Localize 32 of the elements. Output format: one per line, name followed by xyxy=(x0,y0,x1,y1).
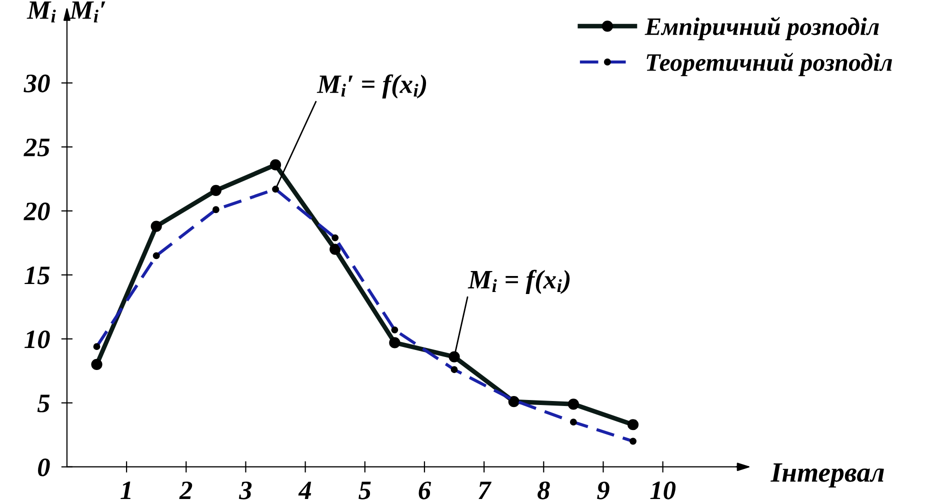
y-tick-label: 25 xyxy=(24,138,50,156)
x-tick-label: 9 xyxy=(597,482,610,500)
x-axis-title: Інтервал xyxy=(770,463,884,488)
x-tick-label: 7 xyxy=(478,482,492,500)
y-tick-label: 0 xyxy=(38,458,50,476)
x-tick-label: 10 xyxy=(650,482,676,500)
x-tick-label: 6 xyxy=(418,482,432,500)
y-tick-label: 5 xyxy=(37,394,50,412)
annotation: M$_{i}$ = f(x$_{i}$) xyxy=(468,270,570,294)
x-tick-label: 3 xyxy=(238,482,252,500)
legend-label: Теоретичний розподіл xyxy=(646,52,892,76)
x-tick-label: 2 xyxy=(179,482,192,500)
y-tick-label: 20 xyxy=(24,202,50,220)
y-axis-title: M$_{i}$ M$_{i}$′ xyxy=(26,1,106,22)
point xyxy=(91,358,102,370)
annotation: M$_{i}$′ = f(x$_{i}$) xyxy=(316,74,426,99)
x-tick-label: 4 xyxy=(298,482,312,500)
y-tick-label: 15 xyxy=(24,266,50,284)
point xyxy=(448,351,460,362)
point xyxy=(627,419,639,430)
legend-label: Емпіричний розподіл xyxy=(644,16,879,40)
point xyxy=(270,159,282,170)
x-tick-label: 1 xyxy=(120,482,130,500)
x-tick-label: 8 xyxy=(538,482,550,500)
point xyxy=(150,220,162,232)
point xyxy=(210,184,222,196)
x-tick-label: 5 xyxy=(358,482,371,500)
point xyxy=(330,244,341,255)
point xyxy=(389,337,400,348)
y-tick-label: 30 xyxy=(24,74,50,92)
y-tick-label: 10 xyxy=(24,330,50,348)
point xyxy=(568,398,579,410)
